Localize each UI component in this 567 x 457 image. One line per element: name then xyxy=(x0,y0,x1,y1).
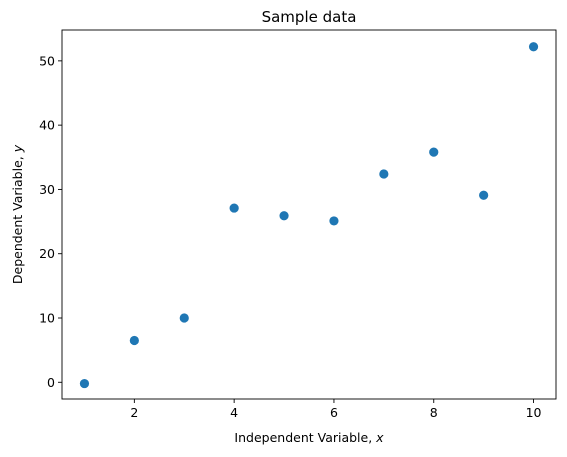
y-tick-label: 20 xyxy=(39,246,55,261)
y-tick-label: 10 xyxy=(39,311,55,326)
scatter-point xyxy=(528,42,539,52)
plot-frame xyxy=(61,29,557,400)
scatter-point xyxy=(229,203,239,213)
chart-title: Sample data xyxy=(262,8,357,26)
y-axis-label: Dependent Variable, y xyxy=(10,144,25,284)
x-tick-label: 10 xyxy=(526,405,542,420)
scatter-point xyxy=(479,190,489,200)
x-tick-label: 6 xyxy=(330,405,338,420)
x-tick-label: 2 xyxy=(130,405,138,420)
scatter-points xyxy=(79,42,539,389)
scatter-point xyxy=(379,169,389,179)
y-axis-label-text: Dependent Variable, xyxy=(10,152,25,284)
y-axis-ticks: 0 10 20 30 40 50 xyxy=(39,53,62,390)
scatter-point xyxy=(429,147,439,157)
x-axis-label-text: Independent Variable, xyxy=(234,430,376,445)
scatter-point xyxy=(329,216,339,226)
x-tick-label: 4 xyxy=(230,405,238,420)
x-axis-ticks: 2 4 6 8 10 xyxy=(130,399,542,420)
x-axis-label-var: x xyxy=(375,430,384,445)
scatter-point xyxy=(179,313,189,323)
y-tick-label: 50 xyxy=(39,53,55,68)
x-tick-label: 8 xyxy=(430,405,438,420)
x-axis-label: Independent Variable, x xyxy=(234,430,384,445)
y-tick-label: 30 xyxy=(39,182,55,197)
scatter-point xyxy=(129,335,139,346)
scatter-point xyxy=(279,211,289,221)
plot-area xyxy=(62,30,556,399)
scatter-point xyxy=(79,378,90,389)
y-tick-label: 40 xyxy=(39,118,55,133)
y-tick-label: 0 xyxy=(47,375,55,390)
y-axis-label-var: y xyxy=(10,144,25,153)
